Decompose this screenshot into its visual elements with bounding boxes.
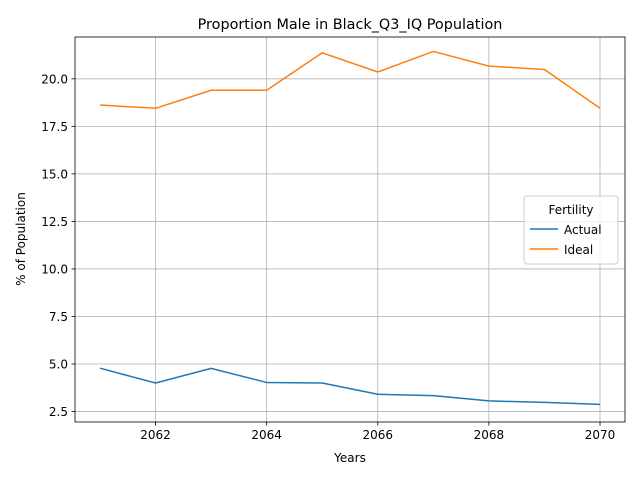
- x-tick-label: 2064: [251, 428, 282, 442]
- x-axis-label: Years: [333, 451, 366, 465]
- y-tick-label: 7.5: [49, 310, 68, 324]
- x-tick-label: 2062: [140, 428, 171, 442]
- y-tick-label: 15.0: [41, 167, 68, 181]
- y-axis-label: % of Population: [14, 192, 28, 286]
- chart-title: Proportion Male in Black_Q3_IQ Populatio…: [198, 17, 503, 33]
- y-tick-label: 17.5: [41, 120, 68, 134]
- legend: Fertility Actual Ideal: [523, 195, 619, 265]
- x-tick-label: 2066: [363, 428, 394, 442]
- legend-label-ideal: Ideal: [564, 243, 593, 257]
- series-line-ideal: [99, 50, 601, 110]
- y-tick-label: 2.5: [49, 405, 68, 419]
- series-lines: [99, 50, 601, 406]
- series-line-actual: [99, 367, 601, 406]
- x-tick-label: 2070: [585, 428, 616, 442]
- y-tick-label: 20.0: [41, 72, 68, 86]
- x-tick-label: 2068: [474, 428, 505, 442]
- y-tick-label: 12.5: [41, 215, 68, 229]
- x-axis: 2062 2064 2066 2068 2070: [140, 422, 615, 442]
- legend-label-actual: Actual: [564, 223, 602, 237]
- plot-frame: [74, 36, 626, 423]
- y-axis: 2.5 5.0 7.5 10.0 12.5 15.0 17.5 20.0: [41, 72, 75, 419]
- legend-title: Fertility: [548, 203, 593, 217]
- legend-box: [523, 195, 619, 265]
- y-tick-label: 10.0: [41, 262, 68, 276]
- y-tick-label: 5.0: [49, 358, 68, 372]
